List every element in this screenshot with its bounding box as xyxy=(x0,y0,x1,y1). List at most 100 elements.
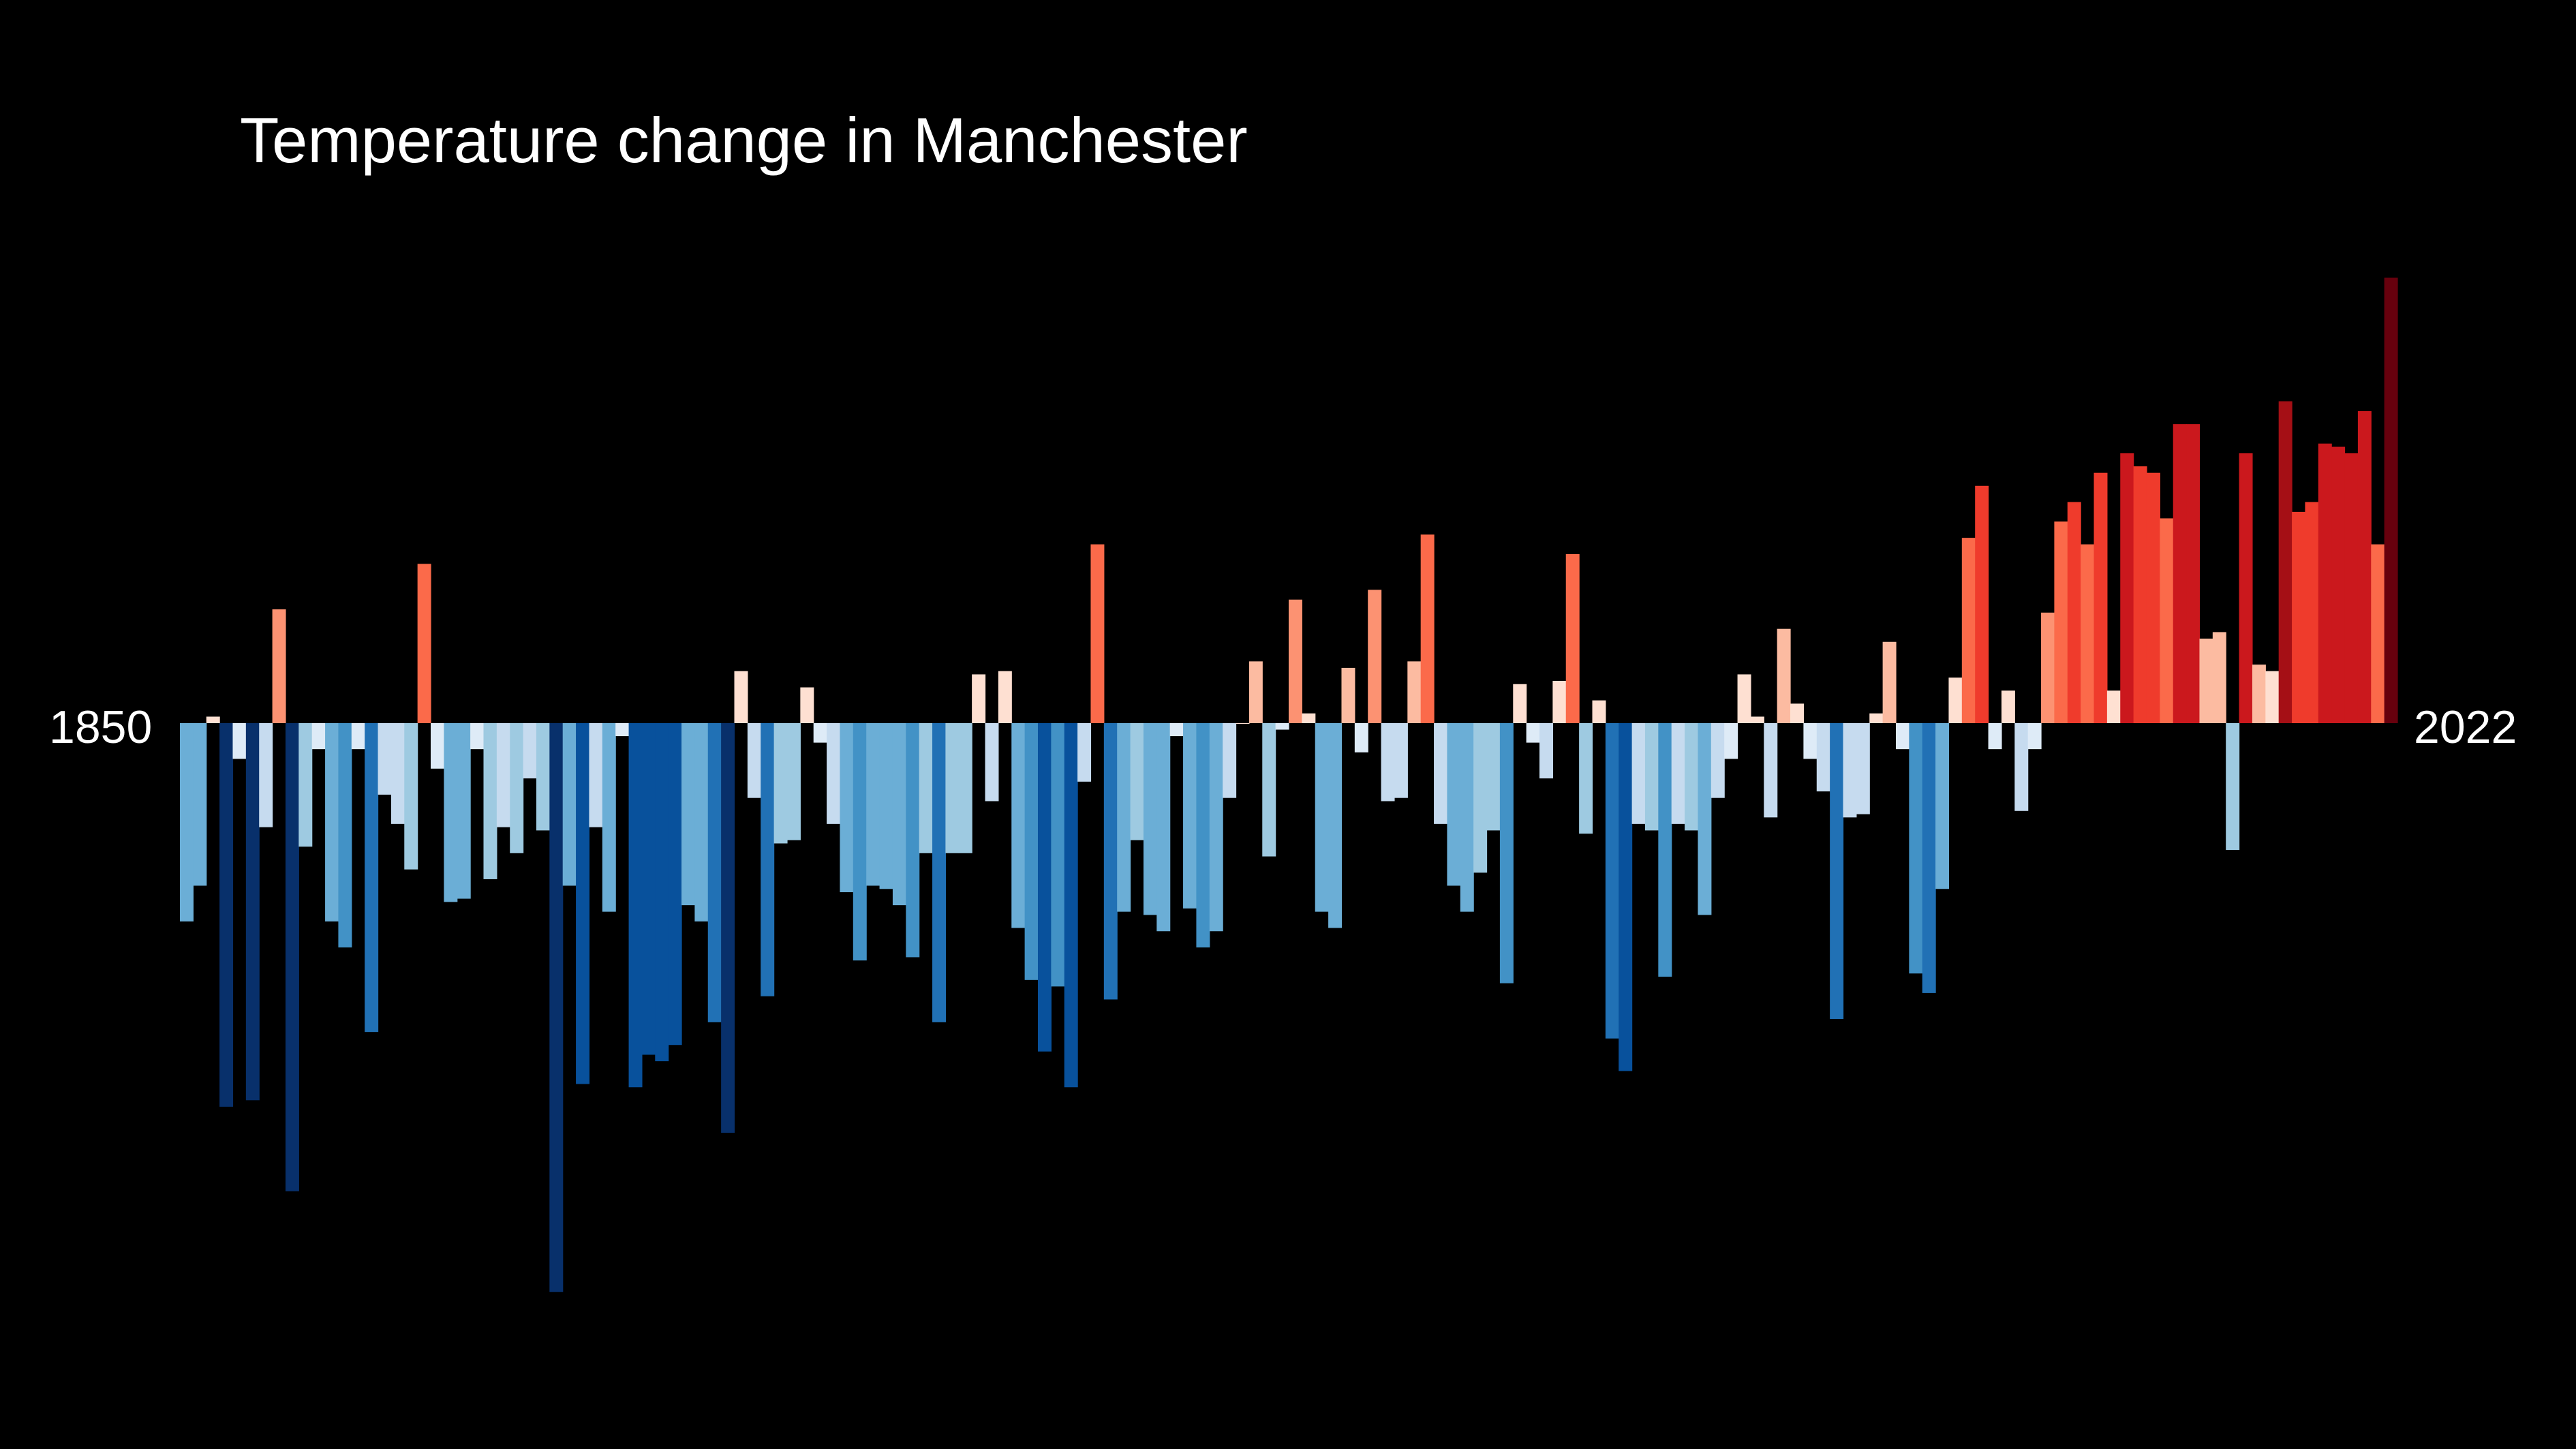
bar-1968 xyxy=(1737,674,1751,723)
bar-1982 xyxy=(1922,723,1936,993)
bar-1853 xyxy=(219,723,234,1107)
bar-1962 xyxy=(1658,723,1672,977)
bar-2009 xyxy=(2278,401,2293,723)
bar-1941 xyxy=(1381,723,1395,802)
bar-1904 xyxy=(892,723,906,906)
bar-1917 xyxy=(1064,723,1078,1088)
bar-2015 xyxy=(2357,411,2372,723)
bar-1884 xyxy=(628,723,643,1088)
bar-1852 xyxy=(206,716,220,723)
bar-1889 xyxy=(694,723,709,921)
bar-1989 xyxy=(2014,723,2029,811)
bar-1919 xyxy=(1090,544,1105,723)
bar-1898 xyxy=(813,723,827,743)
bar-1980 xyxy=(1895,723,1910,750)
bar-1909 xyxy=(958,723,972,853)
bar-2017 xyxy=(2384,277,2398,723)
bar-2013 xyxy=(2331,446,2346,723)
bar-1862 xyxy=(338,723,352,948)
end-year-label: 2022 xyxy=(2414,701,2517,753)
bar-1949 xyxy=(1486,723,1501,831)
bar-2004 xyxy=(2212,632,2226,723)
bar-1975 xyxy=(1830,723,1844,1020)
bar-1907 xyxy=(932,723,947,1022)
bar-1978 xyxy=(1869,713,1884,723)
bar-1958 xyxy=(1605,723,1619,1039)
bar-1857 xyxy=(272,609,286,723)
bar-1923 xyxy=(1143,723,1157,915)
bar-1948 xyxy=(1473,723,1488,873)
bar-1974 xyxy=(1816,723,1830,792)
bar-1893 xyxy=(747,723,761,798)
bar-1851 xyxy=(193,723,207,886)
bar-1855 xyxy=(245,723,260,1101)
bar-1913 xyxy=(1011,723,1026,928)
bar-1916 xyxy=(1051,723,1065,987)
bar-1910 xyxy=(972,674,986,723)
bar-1854 xyxy=(232,723,247,759)
bar-1965 xyxy=(1698,723,1712,915)
bar-1911 xyxy=(985,723,999,802)
bar-1870 xyxy=(444,723,458,902)
bar-2007 xyxy=(2252,665,2266,723)
bar-1955 xyxy=(1565,553,1580,723)
bar-1959 xyxy=(1619,723,1633,1071)
bar-1964 xyxy=(1685,723,1699,831)
bar-1876 xyxy=(523,723,537,779)
bar-1977 xyxy=(1856,723,1870,814)
bar-1864 xyxy=(365,723,379,1033)
bar-1902 xyxy=(866,723,880,886)
chart-title: Temperature change in Manchester xyxy=(240,104,1248,176)
bar-1883 xyxy=(615,723,630,737)
bar-2006 xyxy=(2239,453,2253,723)
bar-1860 xyxy=(311,723,326,750)
bar-1940 xyxy=(1368,590,1382,723)
bar-2016 xyxy=(2371,544,2385,723)
bar-1861 xyxy=(325,723,339,921)
bar-1930 xyxy=(1236,723,1250,724)
bar-1866 xyxy=(390,723,405,824)
bar-1957 xyxy=(1592,700,1606,723)
bar-1994 xyxy=(2081,544,2095,723)
bar-2008 xyxy=(2265,671,2280,723)
bar-2000 xyxy=(2160,518,2174,723)
bar-1885 xyxy=(641,723,656,1055)
bar-1929 xyxy=(1223,723,1237,798)
bar-1947 xyxy=(1460,723,1474,912)
bar-1979 xyxy=(1882,641,1897,723)
bar-1928 xyxy=(1209,723,1223,932)
bar-1986 xyxy=(1975,485,1989,723)
bar-1939 xyxy=(1354,723,1368,752)
bar-1937 xyxy=(1328,723,1343,928)
bar-1951 xyxy=(1513,684,1527,723)
bar-2005 xyxy=(2226,723,2240,851)
bar-1935 xyxy=(1302,713,1316,723)
bar-1886 xyxy=(655,723,669,1062)
bar-1874 xyxy=(496,723,510,827)
bar-1990 xyxy=(2027,723,2042,750)
bar-1922 xyxy=(1130,723,1144,840)
bar-1954 xyxy=(1552,680,1567,723)
bar-1945 xyxy=(1434,723,1448,824)
bar-1925 xyxy=(1169,723,1184,737)
bar-1969 xyxy=(1750,716,1764,723)
bar-1888 xyxy=(681,723,695,906)
bar-1878 xyxy=(549,723,564,1292)
bar-1871 xyxy=(457,723,471,899)
bar-1950 xyxy=(1499,723,1514,983)
bar-1997 xyxy=(2120,453,2134,723)
bar-1953 xyxy=(1539,723,1553,779)
bar-1952 xyxy=(1526,723,1540,743)
bar-2010 xyxy=(2292,511,2306,723)
bar-1996 xyxy=(2106,690,2121,723)
bar-1877 xyxy=(536,723,550,831)
bar-1915 xyxy=(1037,723,1052,1052)
bar-1976 xyxy=(1843,723,1857,818)
bar-1905 xyxy=(906,723,920,958)
bar-1984 xyxy=(1948,677,1963,723)
bar-1914 xyxy=(1024,723,1039,980)
bar-1894 xyxy=(761,723,775,996)
bar-1931 xyxy=(1248,661,1263,723)
bar-1899 xyxy=(827,723,841,824)
